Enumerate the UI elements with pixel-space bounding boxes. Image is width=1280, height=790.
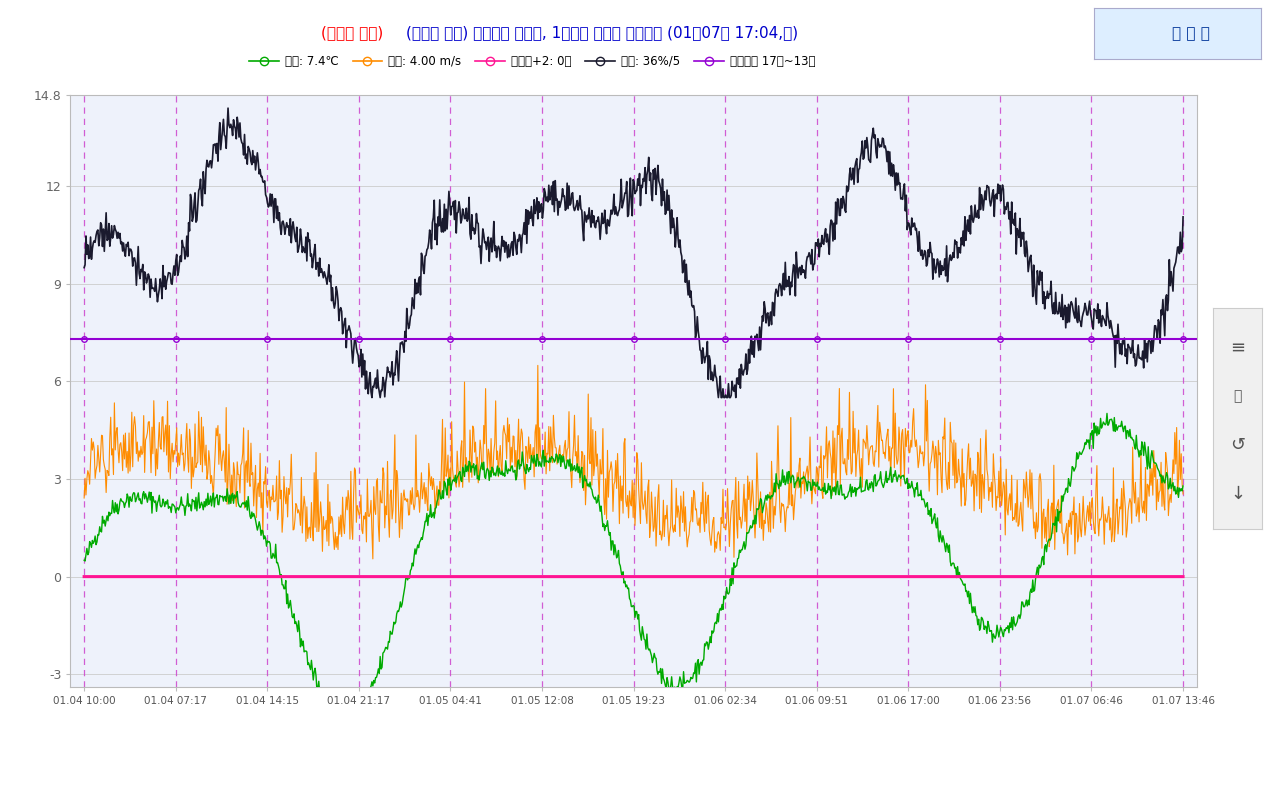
Text: ≡: ≡ [1230,339,1245,357]
Text: (실시간 발업): (실시간 발업) [321,25,384,40]
Text: 소: 소 [1234,389,1242,404]
Text: ↺: ↺ [1230,436,1245,454]
Text: ↓: ↓ [1230,485,1245,503]
Legend: 온도: 7.4℃, 풍속: 4.00 m/s, 강수량+2: 0㎜, 습도: 36%/5, 같은시각 17시~13시: 온도: 7.4℃, 풍속: 4.00 m/s, 강수량+2: 0㎜, 습도: 3… [244,51,819,73]
Text: 김 해 시: 김 해 시 [1172,26,1210,41]
Text: (실시간 발업) 경상남도 김해시, 1분단위 실시간 날씨정보 (01월07일 17:04,土): (실시간 발업) 경상남도 김해시, 1분단위 실시간 날씨정보 (01월07일… [406,25,797,40]
